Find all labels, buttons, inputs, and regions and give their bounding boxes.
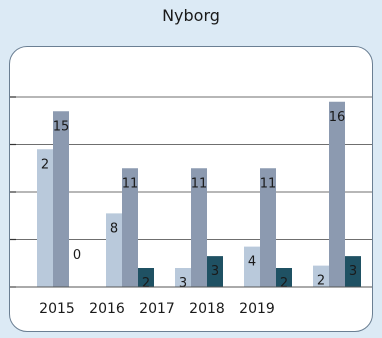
chart-title: Nyborg (162, 6, 220, 25)
data-label: 11 (122, 176, 139, 191)
data-label: 3 (211, 264, 219, 279)
data-label: 3 (179, 276, 187, 291)
data-label: 8 (110, 221, 118, 236)
bar (260, 168, 276, 287)
bar (345, 256, 361, 287)
data-label: 2 (317, 274, 325, 289)
chart-panel: 2 8 3 4 2 15 11 11 11 16 0 2 3 2 3 2015 2016 2017 2018 2019 (9, 46, 373, 332)
bar (37, 149, 53, 287)
x-tick-label: 2018 (189, 301, 225, 317)
data-label: 15 (53, 119, 70, 134)
x-tick-label: 2015 (39, 301, 75, 317)
bar (106, 213, 122, 287)
data-label: 2 (280, 276, 288, 291)
bar (244, 246, 260, 287)
bar (207, 256, 223, 287)
x-tick-label: 2017 (139, 301, 175, 317)
bar (53, 111, 69, 287)
data-label: 4 (248, 255, 256, 270)
data-label: 16 (329, 110, 346, 125)
bar (329, 101, 345, 287)
bar (122, 168, 138, 287)
bar (313, 265, 329, 287)
data-label: 11 (260, 176, 277, 191)
bar-chart: 2 8 3 4 2 15 11 11 11 16 0 2 3 2 3 2015 2016 2017 2018 2019 (10, 96, 372, 317)
data-label: 2 (41, 157, 49, 172)
x-tick-label: 2016 (89, 301, 125, 317)
data-label: 2 (142, 276, 150, 291)
data-label: 3 (349, 264, 357, 279)
data-label: 11 (191, 176, 208, 191)
x-tick-label: 2019 (239, 301, 275, 317)
bar (138, 268, 154, 287)
bar (175, 268, 191, 287)
data-label: 0 (73, 248, 81, 263)
bar (276, 268, 292, 287)
bar (191, 168, 207, 287)
